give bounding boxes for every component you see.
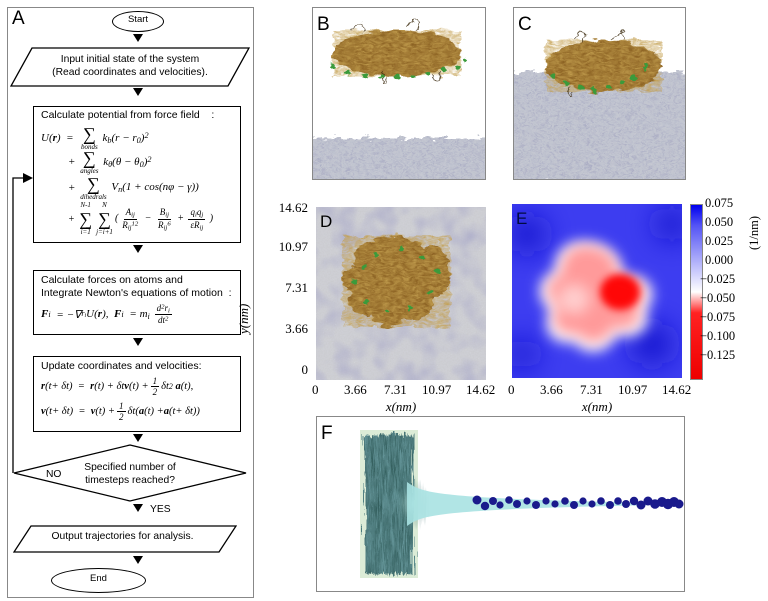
svg-text:C: C <box>518 14 532 35</box>
svg-text:B: B <box>317 14 330 35</box>
svg-text:F: F <box>321 423 333 444</box>
svg-text:E: E <box>516 209 527 228</box>
svg-text:D: D <box>320 212 332 231</box>
